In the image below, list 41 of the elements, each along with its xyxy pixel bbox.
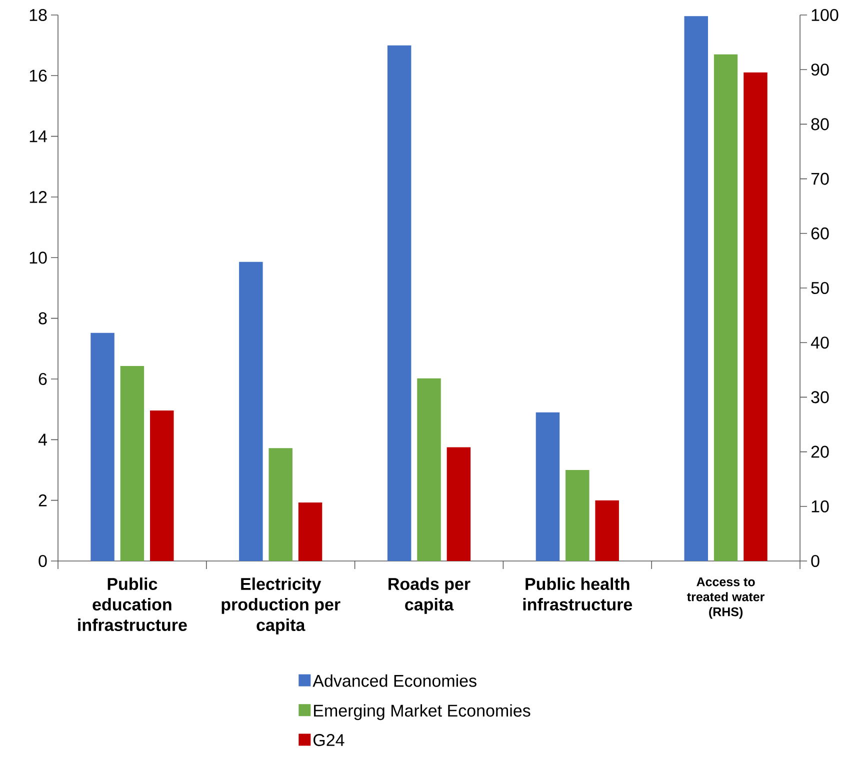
y2-tick-label: 20 — [811, 446, 829, 458]
y2-tick-label: 30 — [811, 391, 829, 404]
x-tick-label: Public health infrastructure — [523, 578, 632, 611]
bar — [90, 332, 114, 561]
y-tick-label: 18 — [30, 8, 47, 22]
legend-label: Advanced Economies — [312, 674, 476, 687]
y-tick-label: 4 — [38, 434, 47, 446]
y-tick-label: 10 — [30, 252, 47, 264]
y2-tick-label: 70 — [811, 172, 829, 185]
y-tick-label: 6 — [38, 372, 47, 386]
y2-tick-label: 0 — [811, 554, 820, 568]
bar — [239, 262, 263, 561]
x-tick-label: Roads per capita — [388, 578, 470, 614]
bar — [120, 366, 144, 561]
legend-label: Emerging Market Economies — [314, 704, 530, 720]
y-tick-label: 12 — [30, 191, 47, 203]
bar — [446, 447, 471, 561]
y2-tick-label: 50 — [811, 282, 829, 294]
y-tick-label: 14 — [30, 130, 47, 142]
x-tick-label: Public education infrastructure — [78, 578, 187, 632]
y2-tick-label: 10 — [812, 500, 829, 512]
y2-tick-label: 90 — [811, 64, 829, 76]
bar — [417, 378, 441, 561]
bar — [566, 470, 590, 561]
bar — [595, 500, 619, 561]
y2-tick-label: 60 — [811, 227, 829, 240]
y2-tick-label: 100 — [812, 8, 838, 22]
y-tick-label: 16 — [30, 70, 47, 82]
x-tick-label: Access to treated water (RHS) — [687, 578, 764, 619]
y2-tick-label: 80 — [811, 118, 829, 130]
y2-tick-label: 40 — [810, 336, 829, 349]
legend-label: G24 — [314, 734, 344, 746]
bar — [536, 412, 560, 561]
bar — [268, 448, 292, 561]
bar — [150, 410, 174, 561]
y-tick-label: 8 — [38, 312, 47, 324]
bar — [298, 502, 322, 561]
bar — [387, 45, 412, 561]
y-tick-label: 2 — [38, 494, 47, 506]
x-tick-label: Electricity production per capita — [222, 578, 340, 634]
y-tick-label: 0 — [38, 554, 47, 568]
